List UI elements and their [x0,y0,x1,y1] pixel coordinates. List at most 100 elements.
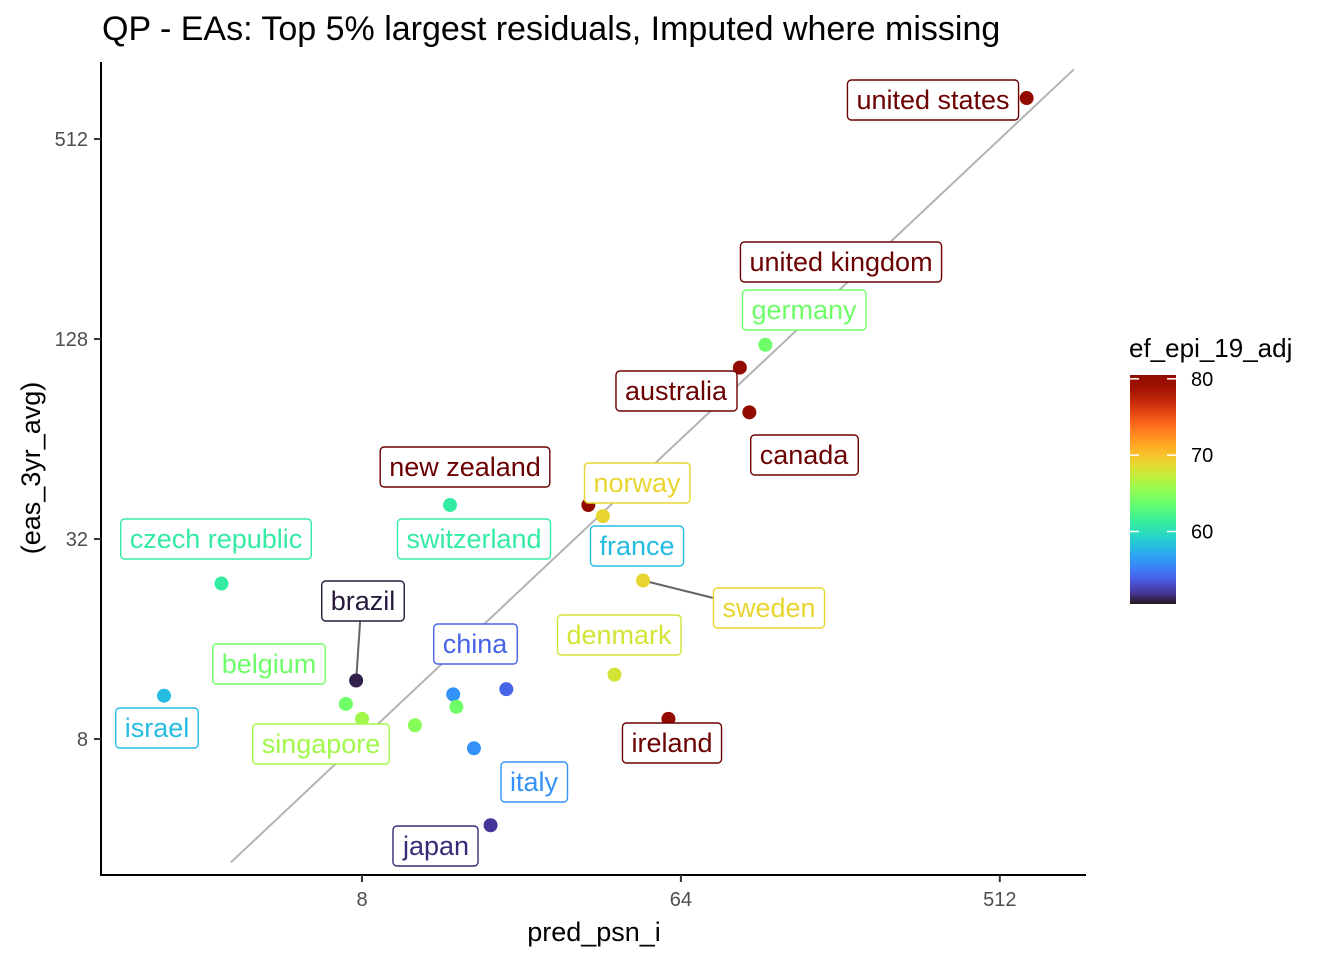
point-label: norway [583,462,691,504]
data-point [758,337,773,352]
y-ticks: 8 32 128 512 [55,129,101,751]
data-points [157,91,1034,833]
legend-tick-label: 60 [1191,521,1213,543]
label-leader-lines [355,579,714,681]
point-label-box [120,518,312,560]
point-label: germany [741,289,867,331]
point-label-box [846,79,1020,121]
point-label-box [252,723,390,765]
x-ticks: 8 64 512 [356,875,1016,911]
point-label: italy [500,761,569,803]
point-label: united states [846,79,1020,121]
data-point [732,360,747,375]
data-point [449,699,464,714]
data-point [636,573,651,588]
point-label-text: germany [751,295,857,325]
data-point [466,741,481,756]
point-labels: united states united kingdom germany austra… [115,79,1020,867]
point-label-box [321,580,405,622]
color-legend: ef_epi_19_adj 60 70 80 [1129,333,1292,604]
point-label: belgium [212,643,326,685]
point-label-text: sweden [722,593,815,623]
data-point [499,682,514,697]
point-label: denmark [556,614,682,656]
data-point [157,688,172,703]
point-label-box [212,643,326,685]
point-label: czech republic [120,518,312,560]
data-point [338,696,353,711]
y-tick-label: 128 [55,329,88,351]
point-label-text: singapore [262,729,381,759]
legend-tick-label: 80 [1191,369,1213,391]
y-axis-title: (eas_3yr_avg) [16,382,46,555]
point-label-text: belgium [222,649,317,679]
y-tick-label: 512 [55,129,88,151]
point-label-box [392,825,479,867]
point-label-box [712,587,826,629]
point-label-box [750,434,859,476]
point-label-box [115,707,199,749]
point-label-text: czech republic [130,524,303,554]
point-label-box [583,462,691,504]
point-label-box [433,623,518,665]
label-leader-line [642,579,714,599]
label-leader-line [355,620,362,681]
point-label: france [589,525,685,567]
point-label-text: australia [625,376,728,406]
data-point [214,576,229,591]
point-label: china [433,623,518,665]
plot-area: 8 64 512 8 32 128 512 united states united kin… [55,62,1086,911]
point-label-text: norway [593,468,681,498]
point-label: brazil [321,580,405,622]
data-point [355,711,369,726]
legend-colorbar [1130,375,1176,604]
point-label-box [396,518,552,560]
point-label-text: israel [125,713,190,743]
data-point [595,509,610,524]
point-label: australia [615,370,738,412]
point-label-box [739,241,943,283]
point-label: switzerland [396,518,552,560]
point-label-text: brazil [331,586,396,616]
point-label-text: united states [856,85,1009,115]
point-label-box [379,446,551,488]
point-label-text: denmark [566,620,672,650]
point-label-box [500,761,569,803]
point-label: new zealand [379,446,551,488]
point-label-box [615,370,738,412]
y-tick-label: 8 [77,729,88,751]
point-label-text: ireland [631,728,712,758]
point-label-text: switzerland [406,524,541,554]
x-tick-label: 512 [983,889,1016,911]
point-label: sweden [712,587,826,629]
point-label: canada [750,434,859,476]
point-label-text: france [599,531,674,561]
point-label-text: japan [402,831,469,861]
data-point [442,498,457,513]
data-point [349,673,364,688]
point-label-text: canada [760,440,850,470]
point-label: israel [115,707,199,749]
legend-ticks: 60 70 80 [1130,369,1213,543]
chart-title: QP - EAs: Top 5% largest residuals, Impu… [102,10,1000,48]
point-label-text: united kingdom [749,247,932,277]
point-label: japan [392,825,479,867]
point-label-box [741,289,867,331]
data-point [483,818,498,833]
data-point [407,718,422,733]
data-point [607,667,622,682]
point-label: united kingdom [739,241,943,283]
point-label-box [556,614,682,656]
x-axis-title: pred_psn_i [527,917,661,947]
data-point [446,687,461,702]
x-tick-label: 8 [356,889,367,911]
point-label-box [589,525,685,567]
point-label-text: italy [510,767,559,797]
point-label-box [621,722,723,764]
y-tick-label: 32 [66,529,88,551]
point-label-text: new zealand [389,452,541,482]
point-label-text: china [443,629,509,659]
legend-title: ef_epi_19_adj [1129,333,1292,363]
point-label: singapore [252,723,390,765]
